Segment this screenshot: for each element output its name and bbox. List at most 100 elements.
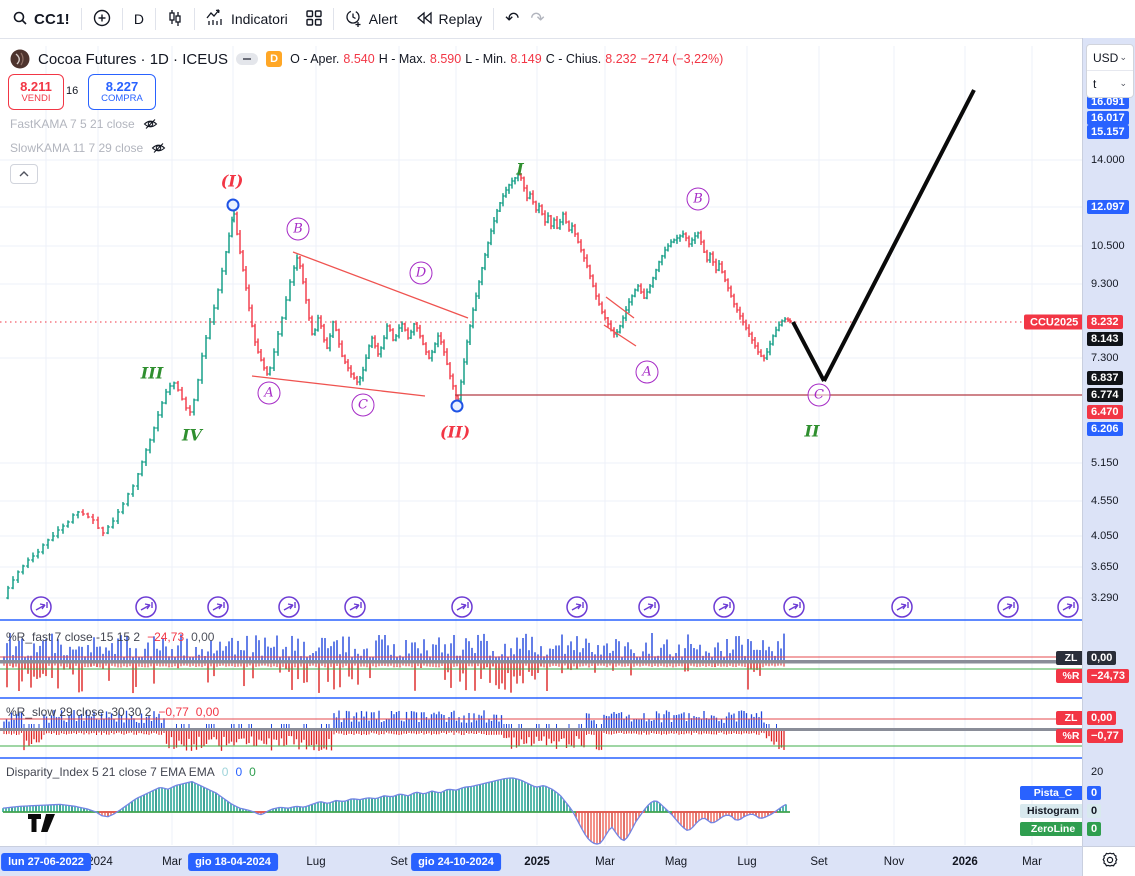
- symbol-search-button[interactable]: CC1!: [0, 5, 79, 33]
- price-axis-label: 6.206: [1087, 422, 1123, 436]
- interval-label: D: [133, 11, 144, 27]
- compare-add-button[interactable]: [84, 5, 120, 33]
- elliott-wave-label[interactable]: B: [286, 217, 310, 241]
- chart-style-button[interactable]: [158, 5, 192, 33]
- buy-price: 8.227: [105, 78, 139, 94]
- wr-fast-zl-value: 0,00: [191, 630, 215, 644]
- redo-button[interactable]: ↷: [530, 9, 545, 28]
- elliott-wave-label[interactable]: A: [635, 360, 659, 384]
- indicator-value-badge: −24,73: [1087, 669, 1129, 683]
- disparity-legend[interactable]: Disparity_Index 5 21 close 7 EMA EMA 0 0…: [6, 765, 256, 779]
- collapse-legend-button[interactable]: [10, 164, 38, 184]
- time-axis-label: 2026: [952, 856, 978, 868]
- gear-icon[interactable]: [1101, 851, 1119, 874]
- buy-label: COMPRA: [101, 92, 143, 104]
- price-axis-label: 3.290: [1091, 592, 1119, 604]
- alert-button[interactable]: Alert: [336, 5, 407, 33]
- currency-dropdown[interactable]: USD ⌄: [1087, 45, 1133, 70]
- elliott-wave-label[interactable]: III: [140, 363, 164, 383]
- wr-slow-legend[interactable]: %R_slow 29 close -30 30 2 −0,77 0,00: [6, 705, 219, 719]
- disparity-value-1: 0: [221, 765, 229, 779]
- alert-clock-icon: [345, 9, 363, 30]
- close-value: 8.232: [605, 52, 637, 66]
- indicators-label: Indicatori: [230, 11, 288, 27]
- price-axis-label: 3.650: [1091, 561, 1119, 573]
- fastkama-label: FastKAMA 7 5 21 close: [10, 117, 135, 131]
- top-toolbar: CC1! D Indicatori Alert Replay ↶: [0, 0, 1135, 39]
- indicators-button[interactable]: Indicatori: [197, 5, 297, 33]
- open-label: O - Aper.: [290, 52, 340, 66]
- elliott-wave-label[interactable]: (I): [220, 171, 244, 191]
- axis-settings-corner[interactable]: [1082, 846, 1135, 876]
- ohlc-values: O - Aper. 8.540 H - Max. 8.590 L - Min. 8.1…: [290, 52, 723, 66]
- indicator-value-badge: 0: [1087, 804, 1102, 818]
- price-axis-label: 4.550: [1091, 495, 1119, 507]
- buy-button[interactable]: 8.227 COMPRA: [88, 74, 156, 110]
- time-axis-date-badge: gio 18-04-2024: [188, 853, 278, 871]
- collapse-pill[interactable]: [236, 53, 259, 65]
- price-axis-label: 8.143: [1087, 332, 1123, 346]
- time-axis-label: 2024: [87, 856, 113, 868]
- undo-button[interactable]: ↶: [505, 9, 520, 28]
- indicator-value-badge: 0,00: [1087, 651, 1117, 665]
- plus-circle-icon: [93, 9, 111, 30]
- elliott-wave-label[interactable]: II: [804, 421, 820, 441]
- chart-title[interactable]: Cocoa Futures · 1D · ICEUS: [38, 50, 229, 68]
- unit-dropdown[interactable]: t ⌄: [1087, 70, 1133, 96]
- wr-fast-legend[interactable]: %R_fast 7 close -15 15 2 −24,73 0,00: [6, 630, 214, 644]
- eye-off-icon[interactable]: [151, 141, 166, 155]
- templates-button[interactable]: [297, 5, 331, 33]
- change-value: −274 (−3,22%): [640, 52, 724, 66]
- candlestick-icon: [167, 9, 183, 30]
- elliott-wave-label[interactable]: C: [351, 393, 375, 417]
- price-axis-label: 10.500: [1091, 240, 1125, 252]
- eye-off-icon[interactable]: [143, 117, 158, 131]
- time-axis-label: Mag: [664, 856, 688, 868]
- toolbar-divider: [154, 8, 156, 30]
- low-value: 8.149: [510, 52, 542, 66]
- price-axis-label: 9.300: [1091, 278, 1119, 290]
- elliott-wave-label[interactable]: B: [686, 187, 710, 211]
- open-value: 8.540: [343, 52, 375, 66]
- indicator-value-badge: −0,77: [1087, 729, 1123, 743]
- axis-unit-box: USD ⌄ t ⌄: [1086, 44, 1134, 98]
- toolbar-divider: [332, 8, 334, 30]
- main-chart-canvas[interactable]: [0, 0, 1082, 846]
- time-axis-label: 2025: [524, 856, 550, 868]
- trend-lines[interactable]: [251, 251, 637, 397]
- elliott-wave-label[interactable]: I: [516, 159, 524, 179]
- time-axis-label: Mar: [1022, 856, 1042, 868]
- price-axis-label: 16.091: [1087, 95, 1129, 109]
- spread-value: 16: [66, 85, 79, 97]
- replay-button[interactable]: Replay: [407, 5, 492, 33]
- elliott-wave-label[interactable]: C: [807, 383, 831, 407]
- slowkama-label: SlowKAMA 11 7 29 close: [10, 141, 144, 155]
- elliott-wave-label[interactable]: IV: [182, 425, 202, 445]
- elliott-wave-label[interactable]: A: [257, 381, 281, 405]
- elliott-wave-label[interactable]: (II): [439, 422, 471, 442]
- indicator-legend-fastkama[interactable]: FastKAMA 7 5 21 close: [10, 117, 158, 131]
- time-axis-date-badge: lun 27-06-2022: [1, 853, 91, 871]
- price-axis[interactable]: 16.091 16.017 15.157 14.000 12.097 10.500 9.30…: [1082, 38, 1135, 846]
- time-axis-date-badge: gio 24-10-2024: [411, 853, 501, 871]
- toolbar-divider: [193, 8, 195, 30]
- contract-roll-markers[interactable]: [30, 596, 1079, 618]
- price-axis-label: 12.097: [1087, 200, 1129, 214]
- toolbar-divider: [121, 8, 123, 30]
- elliott-wave-label[interactable]: D: [409, 261, 433, 285]
- wr-fast-value: −24,73: [147, 630, 185, 644]
- search-icon: [12, 10, 28, 29]
- interval-button[interactable]: D: [125, 5, 153, 33]
- projection-arrow[interactable]: [791, 89, 976, 382]
- toolbar-divider: [80, 8, 82, 30]
- close-label: C - Chius.: [545, 52, 602, 66]
- grid-lines: [0, 46, 1082, 845]
- time-axis[interactable]: 2024 Mar Lug Set 2025 Mar Mag Lug Set Nov 2026 Mar l…: [0, 846, 1082, 876]
- sell-button[interactable]: 8.211 VENDI: [8, 74, 64, 110]
- time-axis-label: Mar: [595, 856, 615, 868]
- time-axis-label: Set: [810, 856, 828, 868]
- tradingview-logo[interactable]: [28, 814, 62, 839]
- indicator-legend-slowkama[interactable]: SlowKAMA 11 7 29 close: [10, 141, 166, 155]
- disparity-pane: [2, 777, 790, 845]
- indicator-value-badge: 0,00: [1087, 711, 1117, 725]
